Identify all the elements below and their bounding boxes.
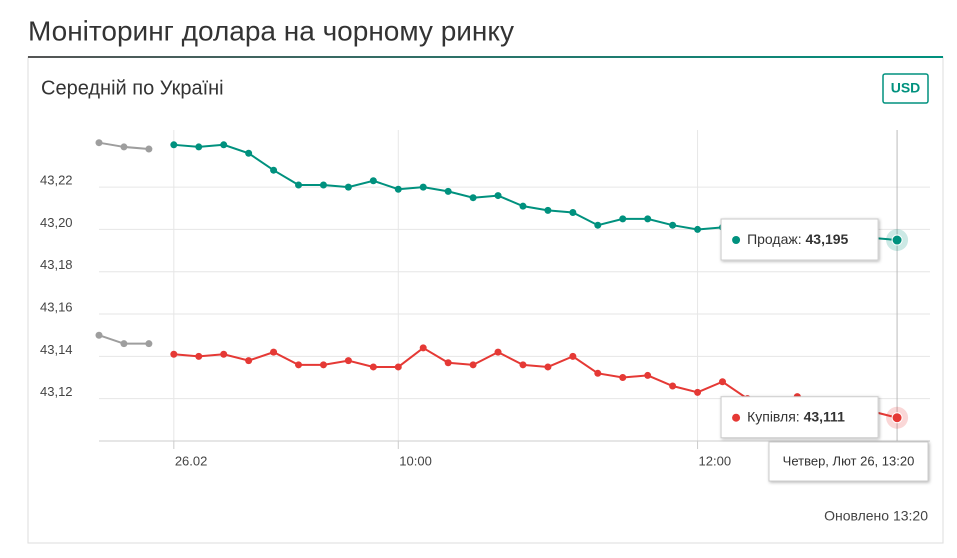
tooltip-text: Купівля: 43,111 xyxy=(747,408,845,424)
y-tick-label: 43,12 xyxy=(40,384,73,399)
tooltip-name: Купівля: xyxy=(747,408,800,424)
point xyxy=(170,350,178,358)
x-tick-label: 10:00 xyxy=(399,453,432,468)
updated-label: Оновлено 13:20 xyxy=(824,508,928,524)
point xyxy=(544,206,552,214)
point xyxy=(544,363,552,371)
point xyxy=(569,209,577,217)
point xyxy=(494,192,502,200)
point xyxy=(494,348,502,356)
y-tick-label: 43,14 xyxy=(40,342,73,357)
point xyxy=(694,225,702,233)
currency-label[interactable]: USD xyxy=(891,80,921,96)
point xyxy=(170,141,178,149)
point xyxy=(569,352,577,360)
point xyxy=(444,359,452,367)
hover-point xyxy=(891,234,903,246)
point xyxy=(319,181,327,189)
card-title: Середній по Україні xyxy=(41,77,224,99)
y-tick-label: 43,22 xyxy=(40,173,73,188)
point xyxy=(195,352,203,360)
point xyxy=(95,331,103,339)
point xyxy=(295,181,303,189)
point xyxy=(245,357,253,365)
point xyxy=(270,166,278,174)
point xyxy=(669,221,677,229)
point xyxy=(469,194,477,202)
point xyxy=(469,361,477,369)
point xyxy=(344,183,352,191)
point xyxy=(594,221,602,229)
point xyxy=(245,149,253,157)
point xyxy=(644,371,652,379)
hover-point xyxy=(891,412,903,424)
point xyxy=(270,348,278,356)
tooltip-box xyxy=(720,218,879,261)
point xyxy=(120,340,128,348)
point xyxy=(220,350,228,358)
page-title: Моніторинг долара на чорному ринку xyxy=(28,15,514,46)
point xyxy=(319,361,327,369)
point xyxy=(369,177,377,185)
tooltip-value: 43,195 xyxy=(806,231,849,247)
point xyxy=(394,363,402,371)
point xyxy=(95,139,103,147)
point xyxy=(295,361,303,369)
point xyxy=(145,340,153,348)
point xyxy=(519,361,527,369)
point xyxy=(519,202,527,210)
point xyxy=(619,374,627,382)
tooltip-dot xyxy=(732,236,741,245)
tooltip-value: 43,111 xyxy=(804,408,845,424)
point xyxy=(369,363,377,371)
tooltip-dot xyxy=(732,413,741,422)
point xyxy=(719,378,726,386)
currency-button[interactable] xyxy=(882,73,929,104)
y-tick-label: 43,16 xyxy=(40,299,73,314)
point xyxy=(344,357,352,365)
date-tooltip-box xyxy=(768,441,929,482)
point xyxy=(145,145,153,153)
point xyxy=(644,215,652,223)
point xyxy=(694,388,702,396)
x-tick-label: 26.02 xyxy=(175,453,208,468)
tooltip-text: Продаж: 43,195 xyxy=(747,231,848,247)
tooltip-box xyxy=(720,396,879,439)
y-tick-label: 43,20 xyxy=(40,215,73,230)
point xyxy=(120,143,128,151)
point xyxy=(195,143,203,151)
point xyxy=(619,215,627,223)
title-underline xyxy=(28,56,943,58)
tooltip-name: Продаж: xyxy=(747,231,802,247)
y-tick-label: 43,18 xyxy=(40,257,73,272)
point xyxy=(419,344,427,352)
date-tooltip: Четвер, Лют 26, 13:20 xyxy=(783,453,915,468)
point xyxy=(594,369,602,377)
point xyxy=(394,185,402,193)
x-tick-label: 12:00 xyxy=(699,453,732,468)
point xyxy=(419,183,427,191)
plot: 43,12 43,14 43,16 43,18 43,20 43,22 26.02 10:00… xyxy=(40,130,930,482)
point xyxy=(220,141,228,149)
point xyxy=(669,382,677,390)
point xyxy=(444,187,452,195)
